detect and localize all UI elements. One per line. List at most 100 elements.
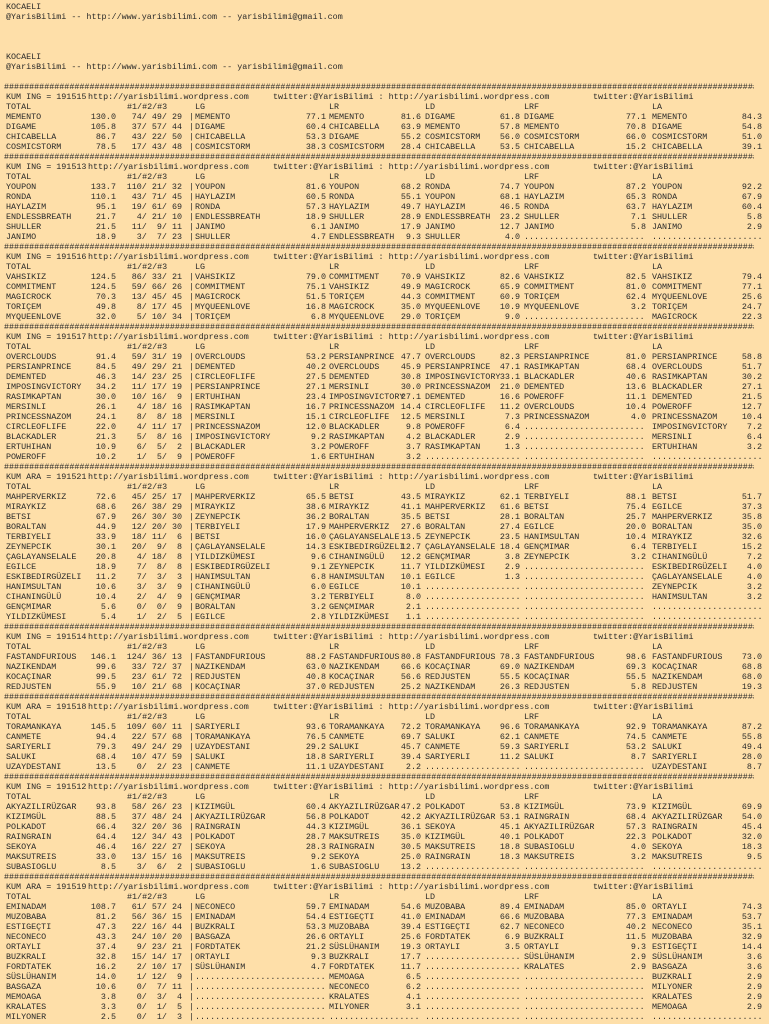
horse-name: SÜSLÜHANIM [6, 972, 57, 982]
la-value: 51.0 [741, 132, 762, 142]
lrf-name: BLACKADLER [524, 372, 575, 382]
lr-name: MAGICROCK [329, 302, 375, 312]
lr-value: 44.3 [400, 292, 421, 302]
la-name: UZAYDESTANI [652, 762, 708, 772]
la-value: 2.9 [746, 982, 762, 992]
picks: 15/ 14/ 17 [131, 952, 182, 962]
la-name: HAYLAZIM [652, 202, 693, 212]
empty-ld: ........................................… [425, 972, 520, 982]
picks: 3/ 6/ 2 [136, 862, 182, 872]
picks: 14/ 23/ 25 [131, 372, 182, 382]
ld-value: 18.3 [499, 852, 520, 862]
horse-name: IMPOSINGVICTORY [6, 382, 82, 392]
total-score: 32.8 [95, 952, 116, 962]
pipe: | [189, 962, 195, 972]
picks: 110/ 21/ 32 [126, 182, 182, 192]
total-score: 47.3 [95, 922, 116, 932]
col-total: TOTAL [6, 712, 32, 722]
lg-value: 1.6 [310, 452, 326, 462]
table-row: HAYLAZIM 95.1 19/ 61/ 69 | RONDA 57.3 HAYLAZIM… [0, 202, 769, 212]
col-lr: LR [329, 102, 340, 112]
ld-value: 82.6 [499, 272, 520, 282]
lr-value: 17.7 [400, 952, 421, 962]
ld-value: 16.6 [499, 392, 520, 402]
la-value: 39.1 [741, 142, 762, 152]
lr-name: MERSINLI [329, 382, 370, 392]
col-lr: LR [329, 172, 340, 182]
picks: 7/ 3/ 3 [136, 572, 182, 582]
la-name: YOUPON [652, 182, 683, 192]
lrf-value: 4.0 [630, 412, 646, 422]
lr-value: 9.3 [405, 232, 421, 242]
col-lrf: LRF [524, 792, 540, 802]
section-header: KUM ARA = 191518 http://yarisbilimi.wordp… [0, 702, 769, 712]
lg-value: 65.5 [305, 492, 326, 502]
lg-value: 54.4 [305, 912, 326, 922]
lr-name: ESKIBEDIRGÜZELI [329, 542, 405, 552]
total-score: 145.5 [90, 722, 116, 732]
table-row: ERTUHIHAN 10.9 6/ 5/ 2 | BLACKADLER 3.2 POWERO… [0, 442, 769, 452]
lrf-value: 92.9 [625, 722, 646, 732]
empty-lg: ........................................… [195, 972, 326, 982]
lrf-value: 57.3 [625, 822, 646, 832]
la-value: 2.9 [746, 972, 762, 982]
ld-name: SHULLER [425, 232, 461, 242]
ld-name: CHICABELLA [425, 142, 476, 152]
total-score: 81.2 [95, 912, 116, 922]
horse-name: MERSINLI [6, 402, 47, 412]
lg-name: SUBASIOGLU [195, 862, 246, 872]
horse-name: POLKADOT [6, 822, 47, 832]
lr-name: DIGAME [329, 132, 360, 142]
empty-lrf: ........................................… [524, 442, 646, 452]
lg-value: 36.2 [305, 512, 326, 522]
col-lrf: LRF [524, 262, 540, 272]
la-value: 53.7 [741, 912, 762, 922]
total-score: 32.0 [95, 312, 116, 322]
lrf-value: 87.2 [625, 182, 646, 192]
picks: 49/ 24/ 29 [131, 742, 182, 752]
la-name: SEKOYA [652, 842, 683, 852]
total-score: 21.7 [95, 212, 116, 222]
ld-value: 69.0 [499, 662, 520, 672]
lg-value: 76.5 [305, 732, 326, 742]
table-row: KOCAÇINAR 99.5 23/ 61/ 72 | REDJUSTEN 40.8 KOC… [0, 672, 769, 682]
lg-value: 93.6 [305, 722, 326, 732]
lg-name: CANMETE [195, 762, 231, 772]
horse-name: RASIMKAPTAN [6, 392, 62, 402]
pipe: | [189, 812, 195, 822]
section-header: KUM ING = 191512 http://yarisbilimi.wordp… [0, 782, 769, 792]
lrf-name: COMMITMENT [524, 282, 575, 292]
la-name: IMPOSINGVICTORY [652, 422, 728, 432]
lr-value: 25.0 [400, 852, 421, 862]
lg-name: CIHANINGÜLÜ [195, 582, 251, 592]
table-row: VAHSIKIZ 124.5 86/ 33/ 21 | VAHSIKIZ 79.0 COMM… [0, 272, 769, 282]
la-value: 73.0 [741, 652, 762, 662]
lr-value: 49.9 [400, 282, 421, 292]
lg-name: MYQUEENLOVE [195, 302, 251, 312]
ld-name: RASIMKAPTAN [425, 442, 481, 452]
horse-name: MEMOAGA [6, 992, 42, 1002]
lr-name: EGILCE [329, 582, 360, 592]
horse-name: KOCAÇINAR [6, 672, 52, 682]
pipe: | [189, 422, 195, 432]
lrf-value: 2.9 [630, 952, 646, 962]
lg-name: TERBIYELI [195, 522, 241, 532]
section-header: KUM ING = 191513 http://yarisbilimi.wordp… [0, 162, 769, 172]
lrf-value: 7.1 [630, 212, 646, 222]
la-value: 32.6 [741, 532, 762, 542]
lr-value: 25.2 [400, 682, 421, 692]
lg-name: AKYAZILIRÜZGAR [195, 812, 266, 822]
lr-value: 28.4 [400, 142, 421, 152]
la-name: COSMICSTORM [652, 132, 708, 142]
col-picks: #1/#2/#3 [127, 172, 168, 182]
lg-name: EMINADAM [195, 912, 236, 922]
horse-name: MILYONER [6, 1012, 47, 1022]
city-line: KOCAELI [0, 2, 769, 12]
ld-name: VAHSIKIZ [425, 272, 466, 282]
table-row: RONDA 110.1 43/ 71/ 45 | HAYLAZIM 60.5 RONDA 55… [0, 192, 769, 202]
lr-value: 54.6 [400, 902, 421, 912]
lg-value: 53.2 [305, 352, 326, 362]
la-value: 54.8 [741, 122, 762, 132]
lg-name: SEKOYA [195, 842, 226, 852]
col-lrf: LRF [524, 102, 540, 112]
